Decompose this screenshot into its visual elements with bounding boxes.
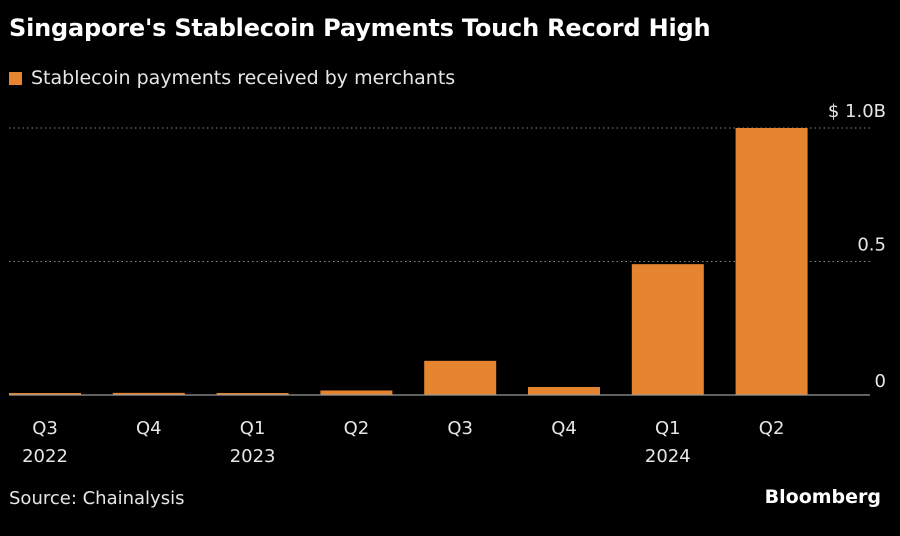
x-tick-label: Q1 <box>240 418 266 439</box>
bar-q2-2024 <box>735 128 808 395</box>
bar-q1-2023 <box>216 393 289 395</box>
chart-title: Singapore's Stablecoin Payments Touch Re… <box>9 14 711 42</box>
source-note: Source: Chainalysis <box>9 488 185 509</box>
bloomberg-logo: Bloomberg <box>764 486 881 508</box>
y-tick-label: 0 <box>875 371 886 392</box>
y-tick-label: 0.5 <box>857 235 886 256</box>
legend: Stablecoin payments received by merchant… <box>9 67 455 89</box>
x-tick-label: Q2 <box>344 418 370 439</box>
x-tick-year-label: 2023 <box>230 446 276 467</box>
bar-q2-2023 <box>320 390 393 395</box>
x-tick-label: Q3 <box>32 418 58 439</box>
legend-swatch <box>9 71 22 85</box>
bar-q3-2022 <box>9 393 81 395</box>
x-tick-year-label: 2024 <box>645 446 691 467</box>
y-tick-label: $ 1.0B <box>828 101 886 122</box>
x-tick-label: Q3 <box>447 418 473 439</box>
bar-q4-2022 <box>112 392 185 395</box>
x-tick-label: Q4 <box>551 418 577 439</box>
bar-q3-2023 <box>424 360 497 395</box>
x-tick-label: Q4 <box>136 418 162 439</box>
bar-q1-2024 <box>631 264 704 395</box>
x-tick-year-label: 2022 <box>22 446 68 467</box>
legend-label: Stablecoin payments received by merchant… <box>31 67 456 89</box>
bar-q4-2023 <box>528 386 600 395</box>
x-tick-label: Q1 <box>655 418 681 439</box>
x-tick-label: Q2 <box>759 418 785 439</box>
